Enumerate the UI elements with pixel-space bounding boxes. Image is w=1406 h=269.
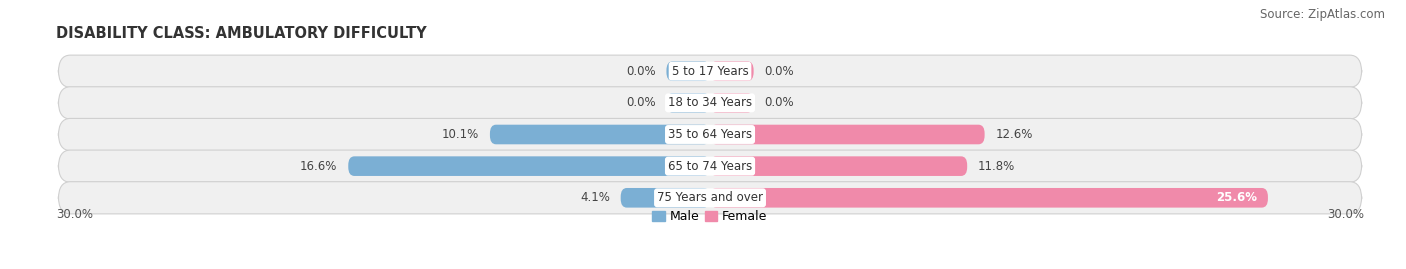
FancyBboxPatch shape [349,156,710,176]
FancyBboxPatch shape [59,87,1361,119]
Text: 4.1%: 4.1% [579,191,610,204]
FancyBboxPatch shape [59,150,1361,182]
Text: 30.0%: 30.0% [56,208,93,221]
Text: 11.8%: 11.8% [979,160,1015,173]
FancyBboxPatch shape [59,55,1361,87]
Text: 25.6%: 25.6% [1216,191,1257,204]
FancyBboxPatch shape [710,61,754,81]
FancyBboxPatch shape [666,61,710,81]
Legend: Male, Female: Male, Female [648,205,772,228]
FancyBboxPatch shape [710,156,967,176]
FancyBboxPatch shape [710,188,1268,208]
Text: 12.6%: 12.6% [995,128,1033,141]
FancyBboxPatch shape [59,118,1361,151]
Text: 16.6%: 16.6% [299,160,337,173]
FancyBboxPatch shape [489,125,710,144]
Text: 30.0%: 30.0% [1327,208,1364,221]
FancyBboxPatch shape [59,182,1361,214]
Text: 75 Years and over: 75 Years and over [657,191,763,204]
Text: DISABILITY CLASS: AMBULATORY DIFFICULTY: DISABILITY CLASS: AMBULATORY DIFFICULTY [56,26,427,41]
FancyBboxPatch shape [620,188,710,208]
Text: 0.0%: 0.0% [765,96,794,109]
FancyBboxPatch shape [710,125,984,144]
Text: 5 to 17 Years: 5 to 17 Years [672,65,748,78]
Text: 0.0%: 0.0% [626,65,655,78]
Text: 0.0%: 0.0% [626,96,655,109]
FancyBboxPatch shape [666,93,710,113]
Text: 35 to 64 Years: 35 to 64 Years [668,128,752,141]
Text: Source: ZipAtlas.com: Source: ZipAtlas.com [1260,8,1385,21]
Text: 0.0%: 0.0% [765,65,794,78]
Text: 18 to 34 Years: 18 to 34 Years [668,96,752,109]
Text: 10.1%: 10.1% [441,128,479,141]
FancyBboxPatch shape [710,93,754,113]
Text: 65 to 74 Years: 65 to 74 Years [668,160,752,173]
